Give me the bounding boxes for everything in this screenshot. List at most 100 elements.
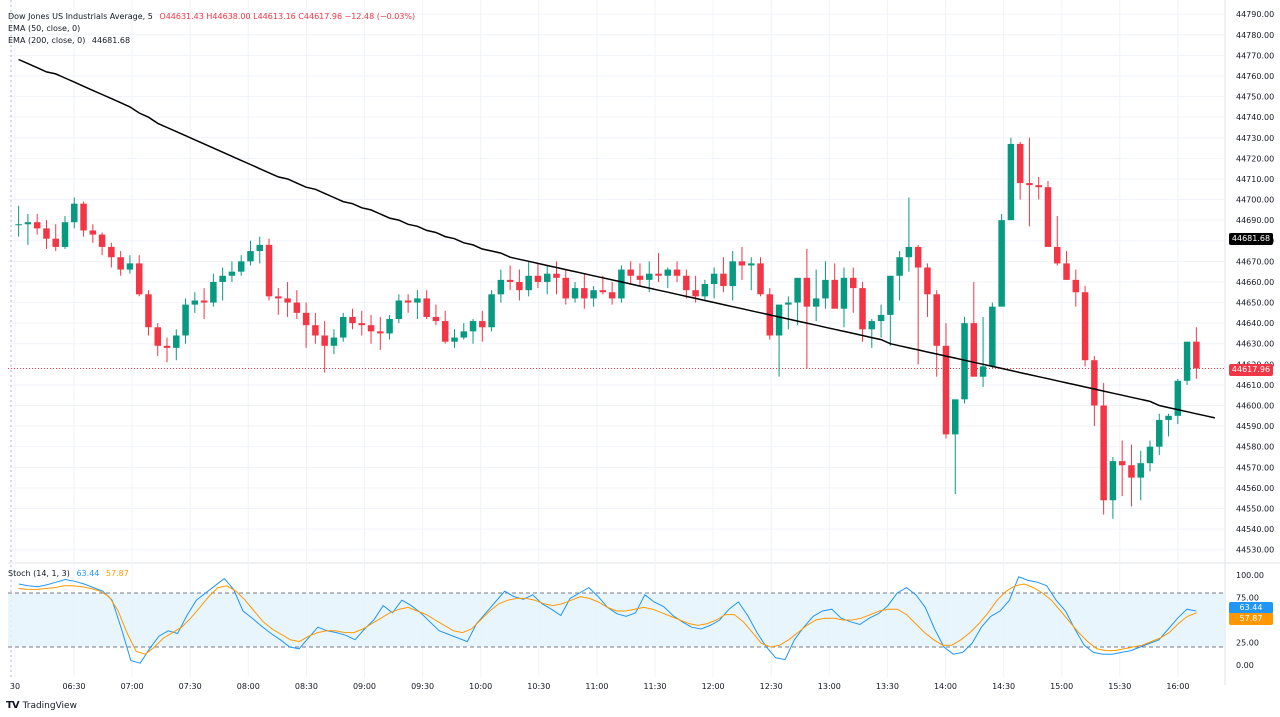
time-tick-label: 08:30 [295,682,318,691]
candle-body [163,345,171,348]
price-tick-label: 44760.00 [1236,72,1274,81]
price-tick-label: 44700.00 [1236,196,1274,205]
stoch-lines-group [18,576,1197,664]
candle-body [182,304,189,336]
candle-body [451,337,458,342]
candle-body [664,269,672,276]
candle-body [887,275,894,315]
candle-body [859,288,866,330]
time-tick-label: 14:30 [992,682,1015,691]
symbol-title[interactable]: Dow Jones US Industrials Average, 5 [8,12,153,21]
price-tick-label: 44770.00 [1236,51,1274,60]
price-tick-label: 44590.00 [1236,422,1274,431]
candle-body [683,275,690,291]
price-tick-label: 44750.00 [1236,93,1274,102]
candle-body [581,288,588,299]
candle-body [914,246,922,268]
price-tick-label: 44650.00 [1236,299,1274,308]
legend-ema200[interactable]: EMA (200, close, 0) 44681.68 [8,36,134,46]
candle-body [942,345,950,435]
candle-body [1128,465,1135,478]
candle-body [1100,405,1107,501]
candle-body [256,244,263,252]
candle-body [645,273,653,280]
candle-body [497,279,505,295]
time-tick-label: 06:30 [62,682,85,691]
time-tick-label: 14:00 [934,682,957,691]
time-tick-label: 16:00 [1166,682,1189,691]
candle-body [785,302,792,305]
candle-body [108,246,115,258]
price-tick-label: 44720.00 [1236,154,1274,163]
candle-body [191,300,199,305]
candle-body [868,321,876,330]
time-tick-label: 11:30 [643,682,666,691]
candle-body [135,263,143,295]
candle-body [571,288,579,299]
stoch-k-value: 63.44 [76,569,100,578]
candle-body [803,277,811,307]
candle-body [117,257,124,270]
candle-body [1081,292,1089,361]
candle-body [265,244,273,297]
candle-body [831,279,838,309]
candle-body [1165,415,1172,420]
time-tick-label: 09:30 [411,682,434,691]
candle-body [219,275,226,282]
candle-body [924,267,931,295]
ema200-line [18,58,1216,419]
candle-body [599,290,607,293]
candle-body [655,273,662,276]
candle-body [210,281,217,303]
time-axis: 30 06:30 07:00 07:30 08:00 08:30 09:00 09:30 10:… [10,682,1190,691]
candle-body [506,279,514,282]
stoch-d-line [18,583,1197,655]
candle-body [961,323,968,400]
legend-ema50[interactable]: EMA (50, close, 0) [8,24,84,34]
candle-body [692,290,699,297]
candle-body [1035,185,1042,188]
time-tick-label: 11:00 [585,682,608,691]
candle-body [126,263,134,270]
candle-body [850,277,857,289]
candle-body [15,224,22,226]
candle-body [1174,380,1182,416]
candle-body [404,300,412,303]
price-tick-label: 44790.00 [1236,10,1274,19]
stoch-d-value: 57.87 [105,569,129,578]
price-tick-label: 44710.00 [1236,175,1274,184]
candle-body [627,269,634,276]
price-tick-label: 44740.00 [1236,113,1274,122]
candle-body [1091,360,1098,406]
time-tick-label: 12:30 [760,682,783,691]
candle-body [720,273,727,287]
candle-body [673,269,681,276]
ema200-value: 44681.68 [91,36,131,45]
candle-body [618,269,625,299]
price-tick-label: 44580.00 [1236,443,1274,452]
stoch-tick-label: 25.00 [1236,639,1259,648]
tradingview-logo[interactable]: TV TradingView [6,700,77,711]
price-tick-label: 44560.00 [1236,484,1274,493]
candle-body [1193,341,1200,369]
candle-body [822,279,829,299]
time-tick-label: 07:00 [121,682,144,691]
price-tick-label: 44610.00 [1236,381,1274,390]
stoch-axis: 100.00 75.00 25.00 0.00 [1236,571,1264,670]
time-tick-label: 10:30 [527,682,550,691]
price-tick-label: 44570.00 [1236,463,1274,472]
candle-body [432,316,440,322]
legend-stoch[interactable]: Stoch (14, 1, 3) 63.44 57.87 [8,569,133,579]
candle-body [488,294,495,328]
candle-body [747,263,755,266]
candle-body [173,335,180,348]
candle-body [61,222,69,247]
candle-body [293,302,301,313]
candle-body [1137,463,1144,478]
candle-body [1063,263,1070,280]
candle-body [441,321,449,342]
time-tick-label: 15:00 [1050,682,1073,691]
candle-body [377,331,384,334]
candle-body [460,331,468,338]
